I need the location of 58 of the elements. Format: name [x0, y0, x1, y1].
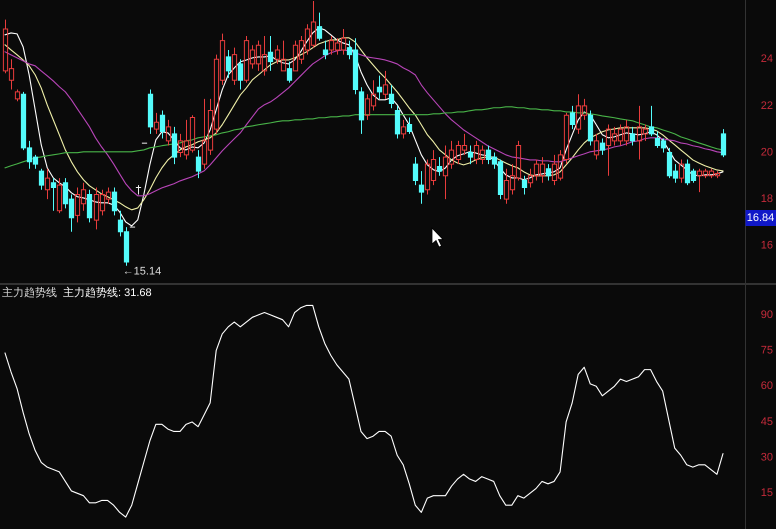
candlestick: [436, 156, 442, 176]
candlestick: [238, 58, 244, 90]
candlestick: [148, 89, 154, 134]
candlestick: [678, 158, 684, 184]
candlestick: [50, 178, 56, 212]
candlestick: [600, 138, 606, 156]
y-tick-label: 20: [760, 146, 773, 158]
chart-title: 主力趋势线: [2, 286, 57, 299]
candlestick: [160, 110, 166, 140]
candlestick: [172, 126, 178, 165]
candlestick: [86, 189, 92, 223]
y-tick-label: 90: [760, 308, 773, 321]
candlestick: [358, 86, 364, 134]
annotation: ←15.14: [122, 266, 162, 278]
candlestick: [522, 175, 528, 195]
y-tick-label: 30: [760, 452, 773, 464]
candlestick: [112, 186, 118, 216]
y-tick-label: 24: [760, 53, 773, 66]
candlestick: [38, 168, 44, 190]
y-tick-label: 75: [760, 344, 773, 357]
line-series: [4, 304, 724, 518]
y-tick-label: 18: [760, 193, 773, 206]
candlestick: [594, 133, 600, 160]
candlestick: [418, 170, 424, 204]
y-tick-label: 45: [760, 416, 773, 428]
candlestick: [316, 12, 322, 42]
candlestick: [154, 112, 160, 134]
candlestick: [196, 150, 202, 179]
y-tick-label: 22: [760, 100, 773, 112]
candlestick: [388, 84, 394, 109]
candlestick: [226, 49, 232, 78]
candlestick: [412, 156, 418, 186]
candlestick: [630, 126, 636, 146]
candlestick: [268, 35, 274, 72]
candlestick: [56, 178, 62, 214]
y-tick-label: 15: [760, 487, 773, 500]
candlestick: [322, 40, 328, 60]
candlestick: [648, 105, 654, 137]
line-series: [4, 106, 724, 168]
y-tick-label: 16: [760, 240, 773, 252]
candlestick: [44, 168, 50, 200]
y-tick-label: 60: [760, 380, 773, 392]
candlestick: [135, 184, 142, 195]
candlestick: [400, 119, 406, 140]
candlestick: [14, 89, 20, 102]
candlestick: [406, 117, 412, 134]
candlestick: [468, 144, 474, 165]
candlestick: [588, 110, 594, 146]
candlestick: [166, 119, 172, 146]
candlestick: [720, 128, 726, 158]
candlestick: [382, 70, 388, 100]
candlestick: [546, 164, 552, 181]
candlestick: [570, 105, 576, 130]
text: 主力趋势线: 31.68: [63, 286, 152, 299]
candlestick: [286, 61, 292, 84]
candlestick: [394, 105, 400, 140]
candlestick: [232, 47, 238, 86]
candlestick: [376, 75, 382, 100]
